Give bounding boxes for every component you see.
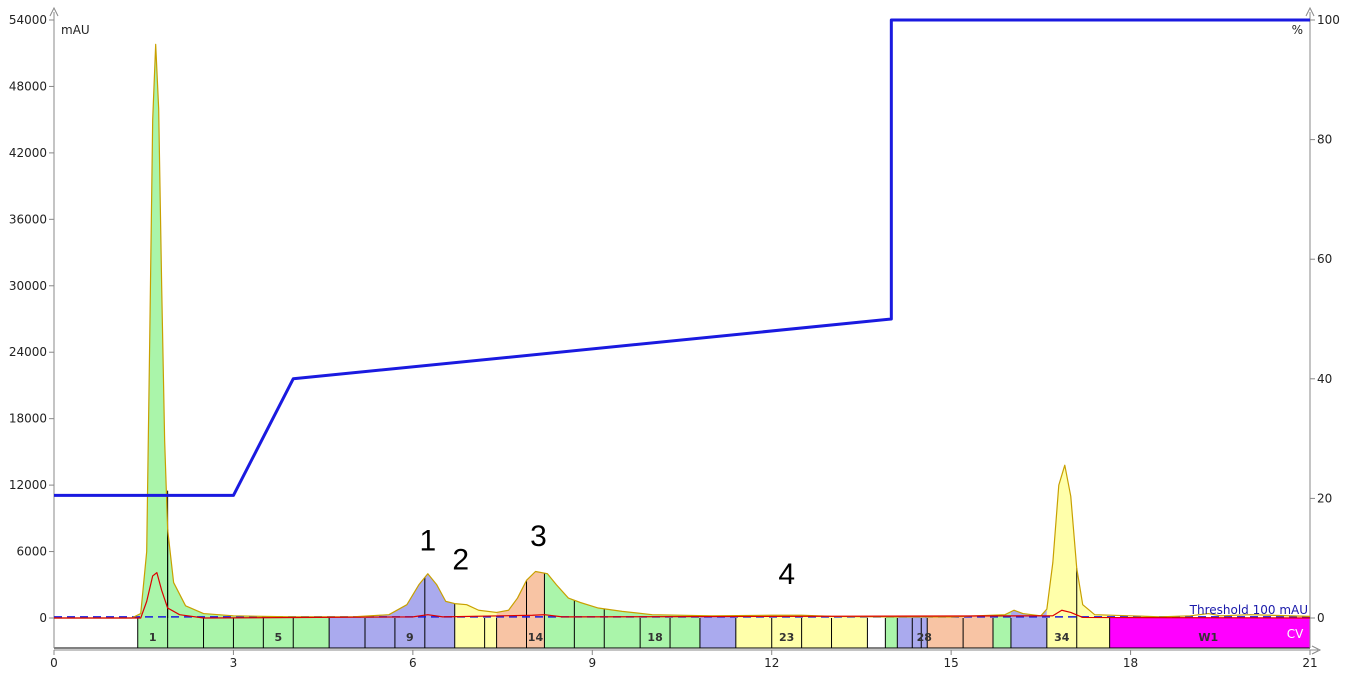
y-left-tick-label: 54000: [9, 13, 47, 27]
x-tick-label: 15: [944, 656, 959, 670]
fraction-block: [699, 618, 736, 648]
x-tick-label: 0: [50, 656, 58, 670]
y-right-tick-label: 60: [1317, 252, 1332, 266]
y-right-tick-label: 100: [1317, 13, 1340, 27]
peak-fill: [1046, 465, 1110, 618]
fraction-label: 28: [917, 631, 932, 644]
x-axis-arrow: [1311, 645, 1322, 655]
fraction-block: [993, 618, 1011, 648]
y-left-arrow: [49, 6, 59, 17]
y-left-tick-label: 36000: [9, 212, 47, 226]
x-tick-label: 18: [1123, 656, 1138, 670]
y-right-tick-label: 40: [1317, 372, 1332, 386]
fraction-label: 23: [779, 631, 794, 644]
fraction-block: [496, 618, 545, 648]
fraction-label: 18: [647, 631, 662, 644]
fraction-block: [885, 618, 898, 648]
peak-fill-layer: [137, 44, 1110, 619]
fraction-label: 14: [528, 631, 544, 644]
fraction-label: 1: [149, 631, 157, 644]
uv-trace-line: [54, 43, 1311, 619]
peak-fill: [454, 603, 497, 618]
fraction-block: [867, 618, 886, 648]
fraction-label: W1: [1198, 631, 1218, 644]
fraction-block: [329, 618, 455, 648]
fraction-block: [544, 618, 700, 648]
peak-fill: [137, 44, 330, 619]
x-tick-label: 9: [588, 656, 596, 670]
fraction-block: [927, 618, 994, 648]
axes: 0600012000180002400030000360004200048000…: [9, 6, 1340, 670]
x-tick-label: 6: [409, 656, 417, 670]
y-left-tick-label: 30000: [9, 279, 47, 293]
peak-fill: [544, 573, 700, 618]
y-left-tick-label: 48000: [9, 79, 47, 93]
y-right-tick-label: 0: [1317, 611, 1325, 625]
cv-label: CV: [1287, 627, 1304, 641]
fraction-label: 34: [1054, 631, 1070, 644]
peak-fill: [496, 571, 545, 618]
fraction-block: [54, 618, 138, 648]
y-left-tick-label: 24000: [9, 345, 47, 359]
y-right-arrow: [1305, 6, 1315, 17]
label-layer: Threshold 100 mAU 12 3 4: [419, 520, 1308, 617]
y-left-unit: mAU: [61, 23, 90, 37]
fraction-block: [1010, 618, 1047, 648]
y-right-unit: %: [1292, 23, 1303, 37]
secondary-uv-trace-line: [54, 572, 1311, 619]
y-right-tick-label: 80: [1317, 133, 1332, 147]
y-left-tick-label: 0: [39, 611, 47, 625]
peak-annotation: 4: [778, 558, 795, 591]
peak-fill: [329, 574, 455, 618]
fraction-label: 9: [406, 631, 414, 644]
peak-annotation: 1: [419, 524, 436, 557]
gradient-concentration-line: [54, 18, 1310, 497]
threshold-label: Threshold 100 mAU: [1189, 603, 1308, 617]
peak-annotation: 2: [452, 544, 469, 577]
y-left-tick-label: 42000: [9, 146, 47, 160]
fraction-label: 5: [274, 631, 282, 644]
series-layer: [54, 18, 1311, 619]
fraction-block: [1109, 618, 1310, 648]
y-right-tick-label: 20: [1317, 491, 1332, 505]
peak-annotation: 3: [530, 520, 547, 553]
y-left-tick-label: 18000: [9, 412, 47, 426]
x-tick-label: 3: [230, 656, 238, 670]
y-left-tick-label: 6000: [16, 545, 47, 559]
x-tick-label: 12: [764, 656, 779, 670]
y-left-tick-label: 12000: [9, 478, 47, 492]
fraction-bar: 1 5 9 14 18 23 28 34 W1 CV: [54, 618, 1311, 649]
x-tick-label: 21: [1302, 656, 1317, 670]
fraction-block: [454, 618, 497, 648]
fraction-block: [1046, 618, 1110, 648]
